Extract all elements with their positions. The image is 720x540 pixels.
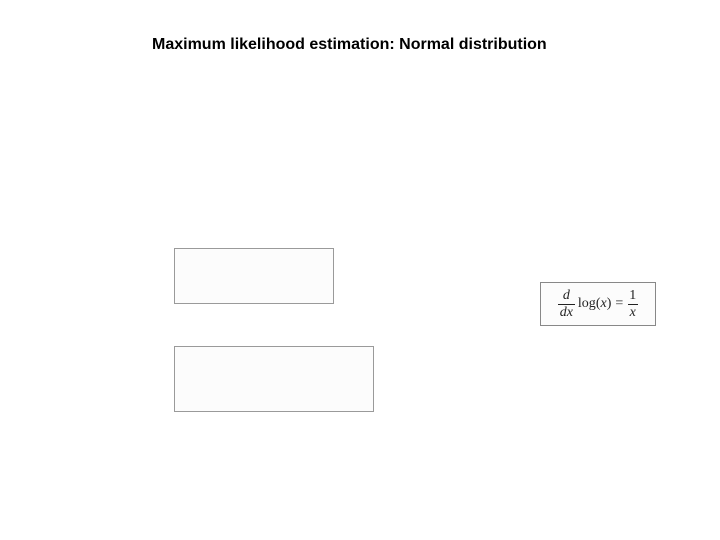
- derivative-formula: d dx log(x) = 1 x: [541, 283, 655, 325]
- page-title: Maximum likelihood estimation: Normal di…: [152, 36, 547, 54]
- frac-den-dx: dx: [558, 304, 575, 320]
- frac-num-d: d: [561, 289, 572, 304]
- rhs-num: 1: [627, 289, 638, 304]
- rhs-fraction: 1 x: [627, 289, 638, 320]
- placeholder-box-1: [174, 248, 334, 304]
- d-dx-fraction: d dx: [558, 289, 575, 320]
- rhs-den: x: [628, 304, 638, 320]
- derivative-hint-box: d dx log(x) = 1 x: [540, 282, 656, 326]
- equals-sign: =: [611, 296, 627, 312]
- placeholder-box-2: [174, 346, 374, 412]
- log-text: log: [578, 296, 596, 312]
